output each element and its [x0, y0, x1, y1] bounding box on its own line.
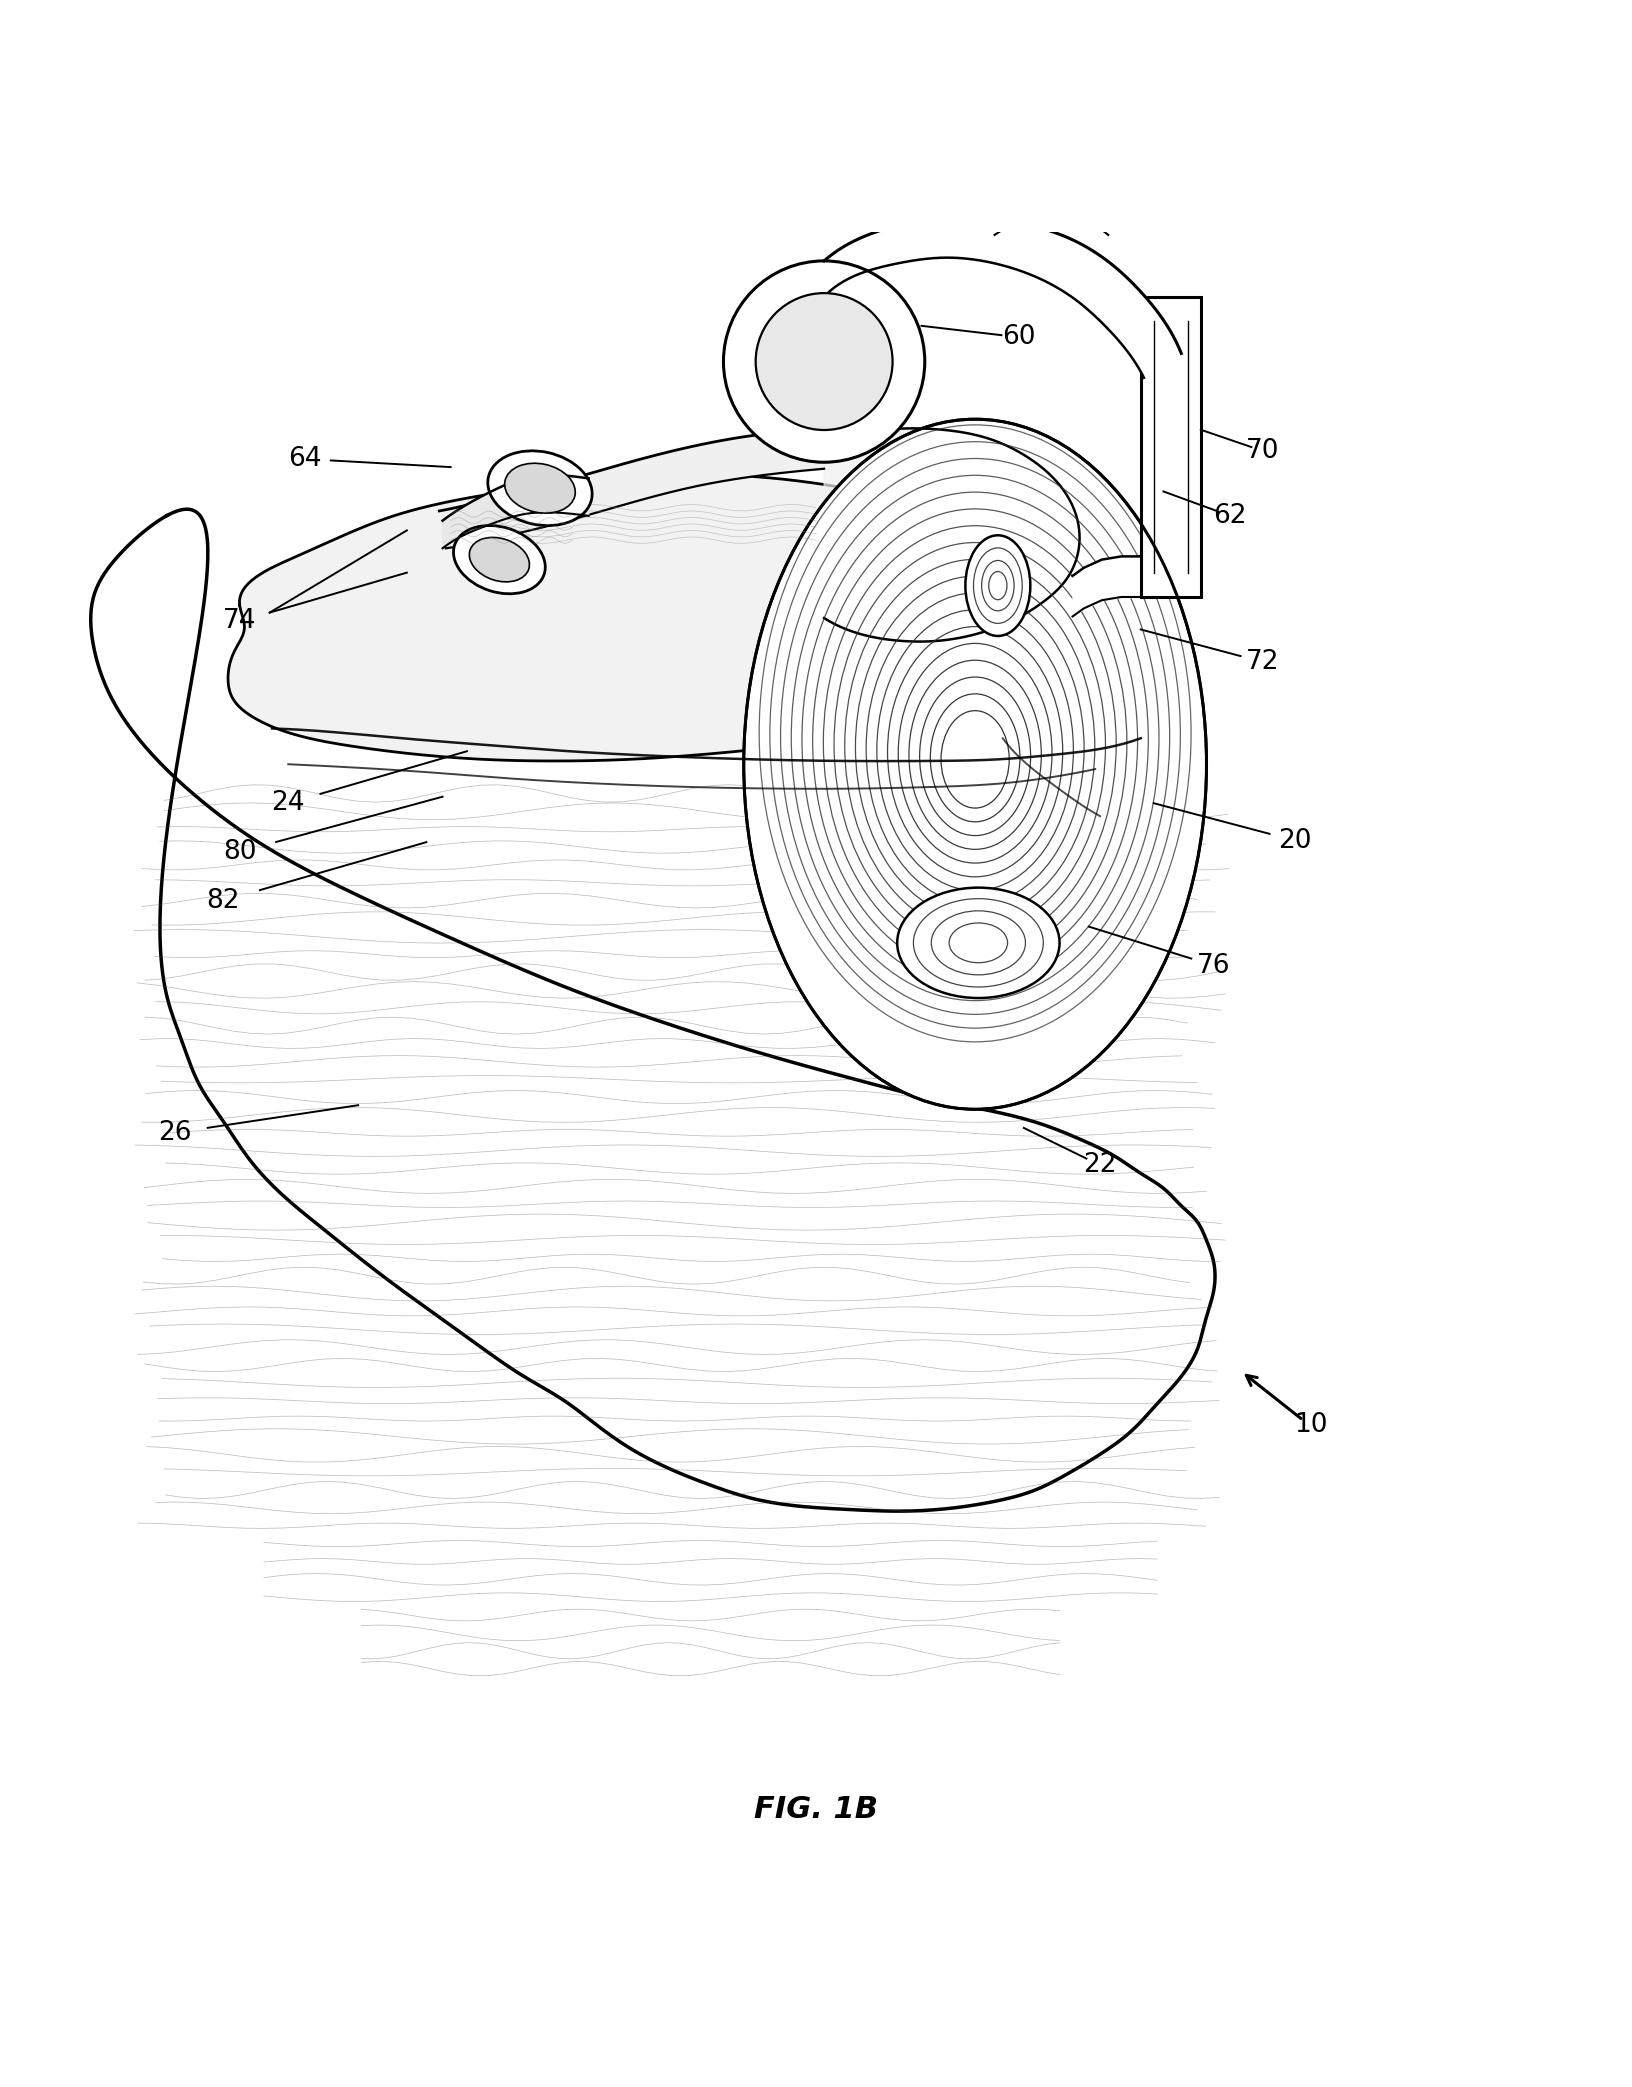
- Text: 76: 76: [1196, 952, 1231, 979]
- Circle shape: [756, 292, 893, 430]
- Ellipse shape: [744, 419, 1206, 1110]
- Text: 70: 70: [1245, 438, 1279, 463]
- Text: 64: 64: [287, 447, 322, 472]
- Polygon shape: [824, 428, 1079, 641]
- Polygon shape: [442, 476, 589, 549]
- Polygon shape: [91, 509, 1216, 1511]
- Ellipse shape: [454, 526, 545, 595]
- Circle shape: [723, 261, 925, 461]
- Polygon shape: [439, 430, 824, 549]
- Text: 20: 20: [1278, 829, 1312, 854]
- Ellipse shape: [898, 887, 1059, 998]
- Polygon shape: [1069, 184, 1113, 215]
- Text: 62: 62: [1213, 503, 1247, 528]
- Text: 10: 10: [1294, 1413, 1328, 1438]
- Polygon shape: [824, 215, 1182, 378]
- Text: 74: 74: [224, 607, 256, 634]
- Text: 82: 82: [207, 887, 240, 914]
- Text: 72: 72: [1245, 649, 1279, 674]
- Ellipse shape: [470, 538, 529, 582]
- Text: 60: 60: [1002, 323, 1036, 351]
- Ellipse shape: [488, 451, 592, 526]
- Polygon shape: [228, 476, 1002, 762]
- Text: 80: 80: [224, 839, 256, 864]
- Ellipse shape: [504, 463, 576, 513]
- Polygon shape: [994, 202, 1138, 236]
- Bar: [1141, 296, 1201, 597]
- Text: 24: 24: [271, 791, 305, 816]
- Ellipse shape: [966, 534, 1030, 637]
- Text: 22: 22: [1084, 1152, 1116, 1179]
- Text: FIG. 1B: FIG. 1B: [754, 1795, 878, 1824]
- Text: 26: 26: [158, 1121, 191, 1146]
